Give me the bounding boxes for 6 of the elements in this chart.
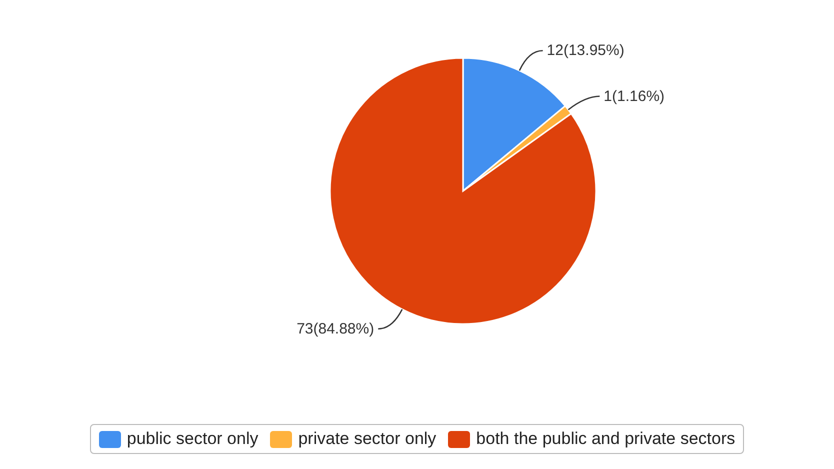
legend-label: both the public and private sectors [476, 429, 736, 449]
data-label: 1(1.16%) [604, 88, 665, 105]
data-label: 12(13.95%) [546, 42, 624, 60]
legend-label: private sector only [298, 429, 436, 449]
legend-label: public sector only [126, 429, 258, 449]
data-label: 73(84.88%) [296, 320, 374, 338]
